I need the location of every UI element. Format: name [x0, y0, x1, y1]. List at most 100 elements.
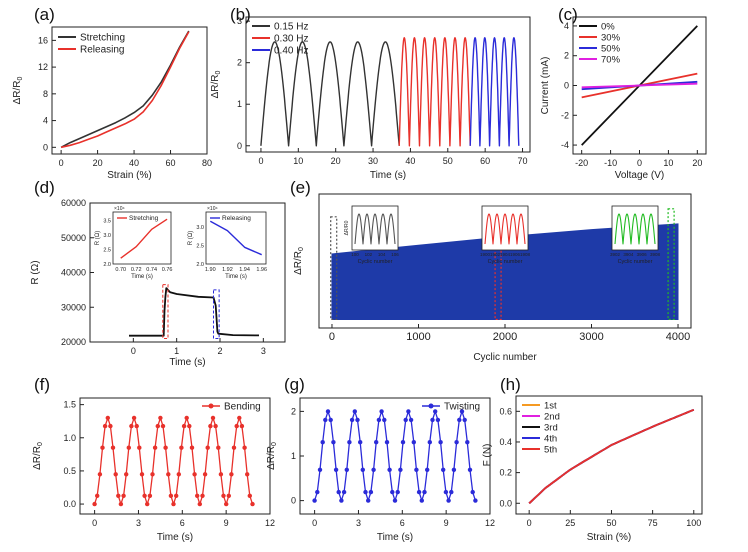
x-tick-label: 50	[606, 518, 616, 528]
series-line-040Hz	[469, 37, 520, 147]
y-axis-label: ΔR/R0	[210, 71, 222, 99]
y-tick-label: 1.0	[63, 433, 76, 443]
data-point	[179, 445, 184, 450]
data-point	[333, 467, 339, 472]
data-point	[97, 472, 103, 477]
x-tick-label: 0	[92, 518, 97, 528]
y-tick-label: 0.2	[499, 468, 512, 478]
x-axis-label: Strain (%)	[587, 532, 631, 543]
data-point	[195, 493, 200, 498]
data-point	[176, 472, 181, 477]
data-point	[459, 409, 465, 414]
inset-legend-label: Stretching	[129, 215, 159, 222]
x-tick-label: 1	[174, 346, 179, 356]
x-tick-label: 0	[131, 346, 136, 356]
legend-label: Twisting	[444, 402, 480, 413]
data-point	[317, 467, 323, 472]
inset-x-tick-label: 0.74	[146, 267, 157, 273]
data-point	[374, 440, 379, 445]
inset-y-axis-label: ΔR/R0	[344, 220, 350, 235]
x-axis-label: Time (s)	[377, 532, 413, 543]
y-tick-label: 3	[237, 16, 242, 26]
data-point	[231, 445, 237, 450]
y-axis-label: R (Ω)	[30, 260, 41, 284]
y-axis-label-main: ΔR/R	[293, 251, 304, 275]
data-point	[433, 409, 438, 414]
data-point	[102, 423, 108, 429]
x-tick-label: 60	[166, 158, 176, 168]
inset-y-tick-label: 3.0	[103, 233, 111, 239]
y-axis-label-sub: 0	[298, 247, 305, 251]
panel-label: (f)	[34, 375, 50, 394]
series-line-stretching	[60, 30, 190, 149]
data-point	[328, 417, 333, 423]
x-tick-label: 30	[368, 156, 378, 166]
x-tick-label: 12	[265, 518, 275, 528]
data-point	[427, 440, 432, 445]
legend-label: 3rd	[544, 423, 558, 434]
data-point	[216, 445, 221, 450]
data-point	[406, 409, 411, 414]
data-point	[242, 445, 247, 450]
legend-label: 4th	[544, 434, 557, 445]
x-tick-label: 40	[129, 158, 139, 168]
y-tick-label: -2	[561, 110, 569, 120]
y-tick-label: -4	[561, 140, 569, 150]
y-tick-label: 40000	[61, 268, 86, 278]
data-point	[384, 440, 390, 445]
inset-y-multiplier: ×10⁴	[207, 206, 218, 212]
inset-frame	[205, 211, 267, 265]
data-point	[189, 445, 195, 450]
x-tick-label: 9	[444, 518, 449, 528]
y-axis-label: Current (mA)	[540, 57, 551, 115]
data-point	[363, 489, 368, 495]
y-tick-label: 1.5	[63, 400, 76, 410]
y-axis-label-sub: 0	[37, 442, 44, 446]
x-tick-label: 50	[443, 156, 453, 166]
y-tick-label: 20000	[61, 337, 86, 347]
data-point	[358, 440, 363, 445]
data-point	[422, 489, 427, 495]
inset-x-tick-label: 102	[365, 252, 373, 257]
data-point	[134, 423, 139, 429]
data-point	[129, 423, 134, 429]
inset-x-tick-label: 1908	[520, 252, 531, 257]
y-tick-label: 4	[564, 21, 569, 31]
data-point	[105, 415, 111, 421]
series-line-70pct	[581, 82, 698, 89]
stretching-highlight-box	[162, 284, 169, 340]
inset-x-tick-label: 1.90	[205, 267, 216, 273]
data-point	[160, 423, 166, 429]
inset-y-tick-label: 2.0	[103, 262, 111, 268]
inset-stretching: 0.70 0.72 0.74 0.76 2.0 2.5 3.0 3.5 Time (s) R (Ω…	[95, 206, 172, 280]
data-point	[467, 467, 473, 472]
data-point	[400, 440, 406, 445]
data-point	[379, 409, 384, 414]
series-line-030Hz	[398, 37, 471, 147]
data-point	[344, 467, 349, 472]
inset-trace	[354, 213, 396, 245]
data-point	[200, 493, 205, 498]
inset-x-tick-label: 0.76	[162, 267, 173, 273]
data-point	[197, 501, 202, 507]
panel-d: 0 1 2 3 20000 30000 40000 50000 60000 (d) Time (s)…	[30, 178, 286, 368]
highlighted-cycles-marker	[330, 216, 338, 321]
y-tick-label: 1	[237, 99, 242, 109]
inset-y-axis-label: R (Ω)	[95, 231, 101, 245]
data-point	[158, 415, 163, 421]
resistance-trace	[129, 287, 260, 337]
data-point	[368, 489, 374, 495]
x-tick-label: 3000	[579, 331, 603, 343]
inset-frame	[351, 205, 399, 251]
inset-x-tick-label: 0.72	[131, 267, 142, 273]
inset-x-tick-label: 0.70	[115, 267, 126, 273]
y-tick-label: 0	[237, 141, 242, 151]
data-point	[382, 417, 387, 423]
cyclic-response-band	[331, 223, 679, 320]
data-point	[331, 440, 336, 445]
inset-x-axis-label: Cyclic number	[488, 259, 523, 265]
inset-y-tick-label: 3.0	[196, 225, 204, 231]
panel-label: (h)	[500, 375, 521, 394]
